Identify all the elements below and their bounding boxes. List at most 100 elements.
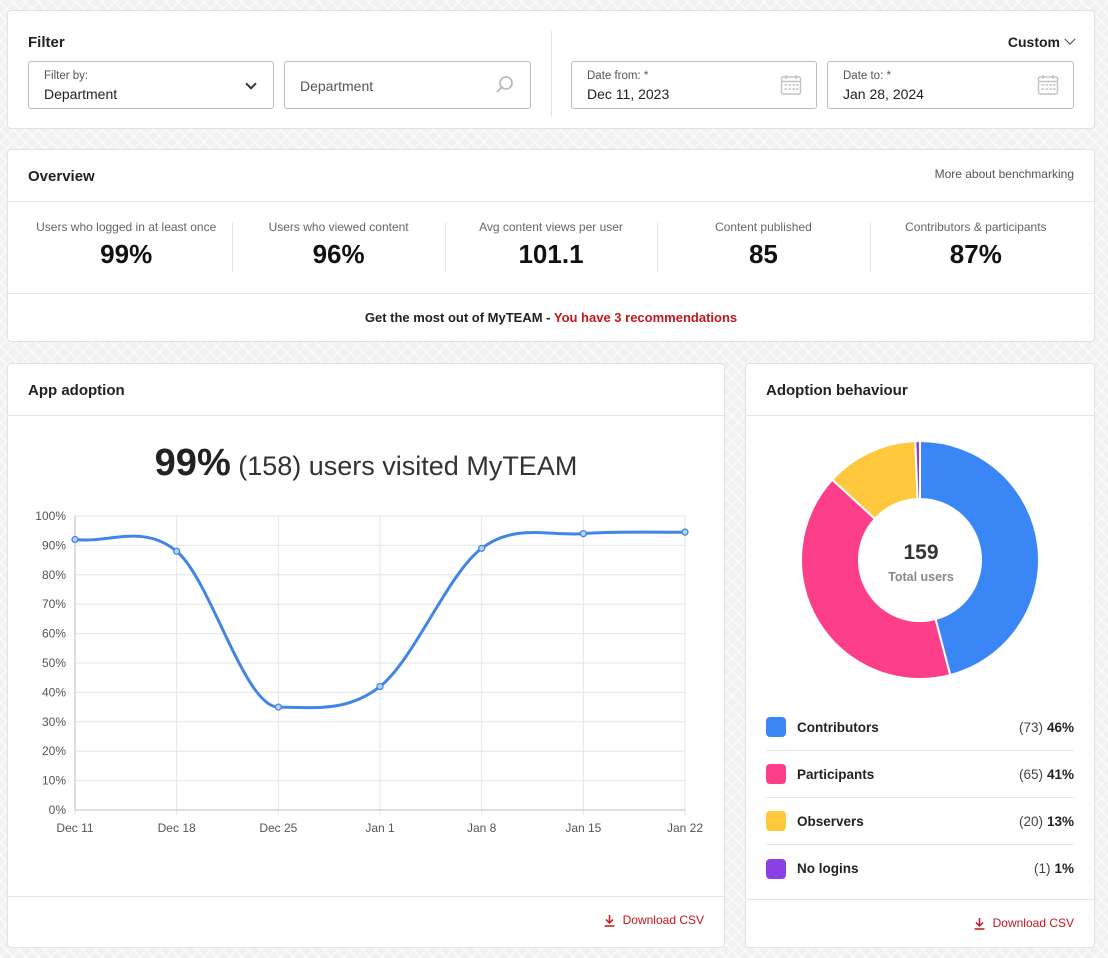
y-tick-label: 90% bbox=[42, 538, 66, 552]
date-from-value: Dec 11, 2023 bbox=[587, 86, 670, 102]
metric-value: 87% bbox=[949, 239, 1002, 269]
legend-percent: 1% bbox=[1054, 861, 1074, 876]
metric-content-published: Content published 85 bbox=[657, 220, 869, 276]
legend-count: (73) bbox=[1018, 719, 1043, 735]
metric-label: Content published bbox=[715, 220, 812, 234]
filter-by-select[interactable]: Filter by: Department bbox=[28, 61, 274, 109]
department-placeholder: Department bbox=[300, 78, 374, 94]
app-adoption-title: App adoption bbox=[28, 382, 125, 399]
donut-slice[interactable] bbox=[919, 440, 1040, 677]
legend-count: (1) bbox=[1033, 861, 1051, 876]
data-point[interactable] bbox=[274, 703, 282, 711]
download-label: Download CSV bbox=[622, 913, 704, 927]
x-tick-label: Jan 1 bbox=[365, 821, 395, 835]
recommendations-banner: Get the most out of MyTEAM - You have 3 … bbox=[8, 310, 1094, 325]
search-icon[interactable] bbox=[494, 74, 516, 101]
data-point[interactable] bbox=[579, 529, 587, 538]
y-tick-label: 20% bbox=[42, 744, 66, 758]
divider bbox=[8, 201, 1094, 202]
x-tick-label: Dec 11 bbox=[56, 821, 93, 835]
filter-divider bbox=[551, 31, 552, 117]
benchmarking-link[interactable]: More about benchmarking bbox=[934, 167, 1074, 181]
donut-slice[interactable] bbox=[914, 440, 921, 501]
legend-item: Observers (20) 13% bbox=[766, 798, 1074, 845]
date-to-label: Date to: * bbox=[843, 70, 891, 82]
chart-grid bbox=[74, 515, 686, 815]
headline-percent: 99% bbox=[154, 442, 231, 484]
legend-count: (20) bbox=[1018, 813, 1043, 829]
legend-name: No logins bbox=[797, 861, 859, 876]
date-from-label: Date from: * bbox=[587, 70, 649, 82]
filter-by-value: Department bbox=[44, 86, 118, 102]
metric-value: 101.1 bbox=[518, 239, 584, 269]
donut-legend: Contributors (73) 46% Participants (65) … bbox=[766, 704, 1074, 892]
y-tick-label: 80% bbox=[42, 568, 66, 582]
legend-swatch bbox=[766, 811, 786, 831]
calendar-icon[interactable] bbox=[780, 74, 802, 101]
metric-label: Avg content views per user bbox=[479, 220, 623, 234]
divider bbox=[8, 293, 1094, 294]
overview-panel: Overview More about benchmarking Users w… bbox=[7, 149, 1095, 342]
legend-name: Participants bbox=[797, 766, 875, 782]
divider bbox=[746, 415, 1094, 416]
y-tick-label: 10% bbox=[42, 774, 66, 788]
app-adoption-panel: App adoption 99% (158) users visited MyT… bbox=[7, 363, 725, 948]
filter-panel: Filter Filter by: Department Department … bbox=[7, 10, 1095, 129]
donut-total: 159 bbox=[903, 541, 939, 564]
metric-avg-views: Avg content views per user 101.1 bbox=[444, 220, 657, 276]
divider bbox=[8, 415, 724, 416]
data-point[interactable] bbox=[681, 528, 689, 536]
data-point[interactable] bbox=[478, 544, 486, 552]
metric-value: 99% bbox=[100, 239, 153, 269]
download-csv-button[interactable]: Download CSV bbox=[603, 913, 704, 927]
metric-value: 96% bbox=[312, 239, 365, 269]
download-icon bbox=[974, 917, 985, 930]
recommendations-link[interactable]: You have 3 recommendations bbox=[553, 310, 738, 325]
y-tick-label: 60% bbox=[42, 627, 66, 641]
x-tick-label: Jan 8 bbox=[467, 821, 497, 835]
adoption-behaviour-panel: Adoption behaviour 159 Total users Contr… bbox=[745, 363, 1095, 948]
legend-swatch bbox=[766, 764, 786, 784]
x-tick-label: Jan 15 bbox=[565, 821, 601, 835]
metric-contributors: Contributors & participants 87% bbox=[869, 220, 1082, 276]
download-csv-button[interactable]: Download CSV bbox=[973, 916, 1074, 930]
y-tick-label: 0% bbox=[49, 803, 67, 817]
x-tick-label: Dec 25 bbox=[259, 821, 297, 835]
department-search-input[interactable]: Department bbox=[284, 61, 531, 109]
adoption-headline: 99% (158) users visited MyTEAM bbox=[8, 442, 724, 485]
download-label: Download CSV bbox=[992, 916, 1074, 930]
date-from-field[interactable]: Date from: * Dec 11, 2023 bbox=[571, 61, 817, 109]
legend-name: Contributors bbox=[797, 719, 879, 735]
legend-swatch bbox=[766, 858, 786, 879]
overview-title: Overview bbox=[28, 168, 95, 185]
metric-logged-in: Users who logged in at least once 99% bbox=[20, 220, 232, 276]
recommendations-text: Get the most out of MyTEAM - bbox=[364, 310, 554, 325]
headline-text: (158) users visited MyTEAM bbox=[230, 451, 578, 481]
divider bbox=[8, 896, 724, 897]
y-tick-label: 50% bbox=[42, 656, 66, 670]
date-range-select[interactable]: Custom bbox=[1007, 33, 1076, 50]
metric-label: Users who logged in at least once bbox=[36, 220, 217, 234]
adoption-behaviour-title: Adoption behaviour bbox=[766, 382, 908, 399]
data-point[interactable] bbox=[376, 682, 384, 691]
donut-total-label: Total users bbox=[888, 570, 954, 584]
metrics-row: Users who logged in at least once 99% Us… bbox=[20, 220, 1082, 276]
x-tick-label: Dec 18 bbox=[158, 821, 196, 835]
legend-item: No logins (1) 1% bbox=[766, 845, 1074, 892]
calendar-icon[interactable] bbox=[1037, 74, 1059, 101]
data-point[interactable] bbox=[173, 547, 181, 555]
legend-item: Contributors (73) 46% bbox=[766, 704, 1074, 751]
date-range-value: Custom bbox=[1007, 34, 1060, 50]
legend-item: Participants (65) 41% bbox=[766, 751, 1074, 798]
legend-swatch bbox=[766, 717, 786, 737]
download-icon bbox=[604, 914, 615, 927]
metric-viewed-content: Users who viewed content 96% bbox=[232, 220, 444, 276]
date-to-field[interactable]: Date to: * Jan 28, 2024 bbox=[827, 61, 1074, 109]
donut-slice[interactable] bbox=[800, 478, 952, 680]
chevron-down-icon bbox=[245, 78, 257, 90]
date-to-value: Jan 28, 2024 bbox=[843, 86, 924, 102]
metric-label: Contributors & participants bbox=[905, 220, 1047, 234]
data-point[interactable] bbox=[71, 535, 79, 544]
filter-title: Filter bbox=[28, 34, 65, 51]
legend-percent: 46% bbox=[1046, 719, 1074, 735]
